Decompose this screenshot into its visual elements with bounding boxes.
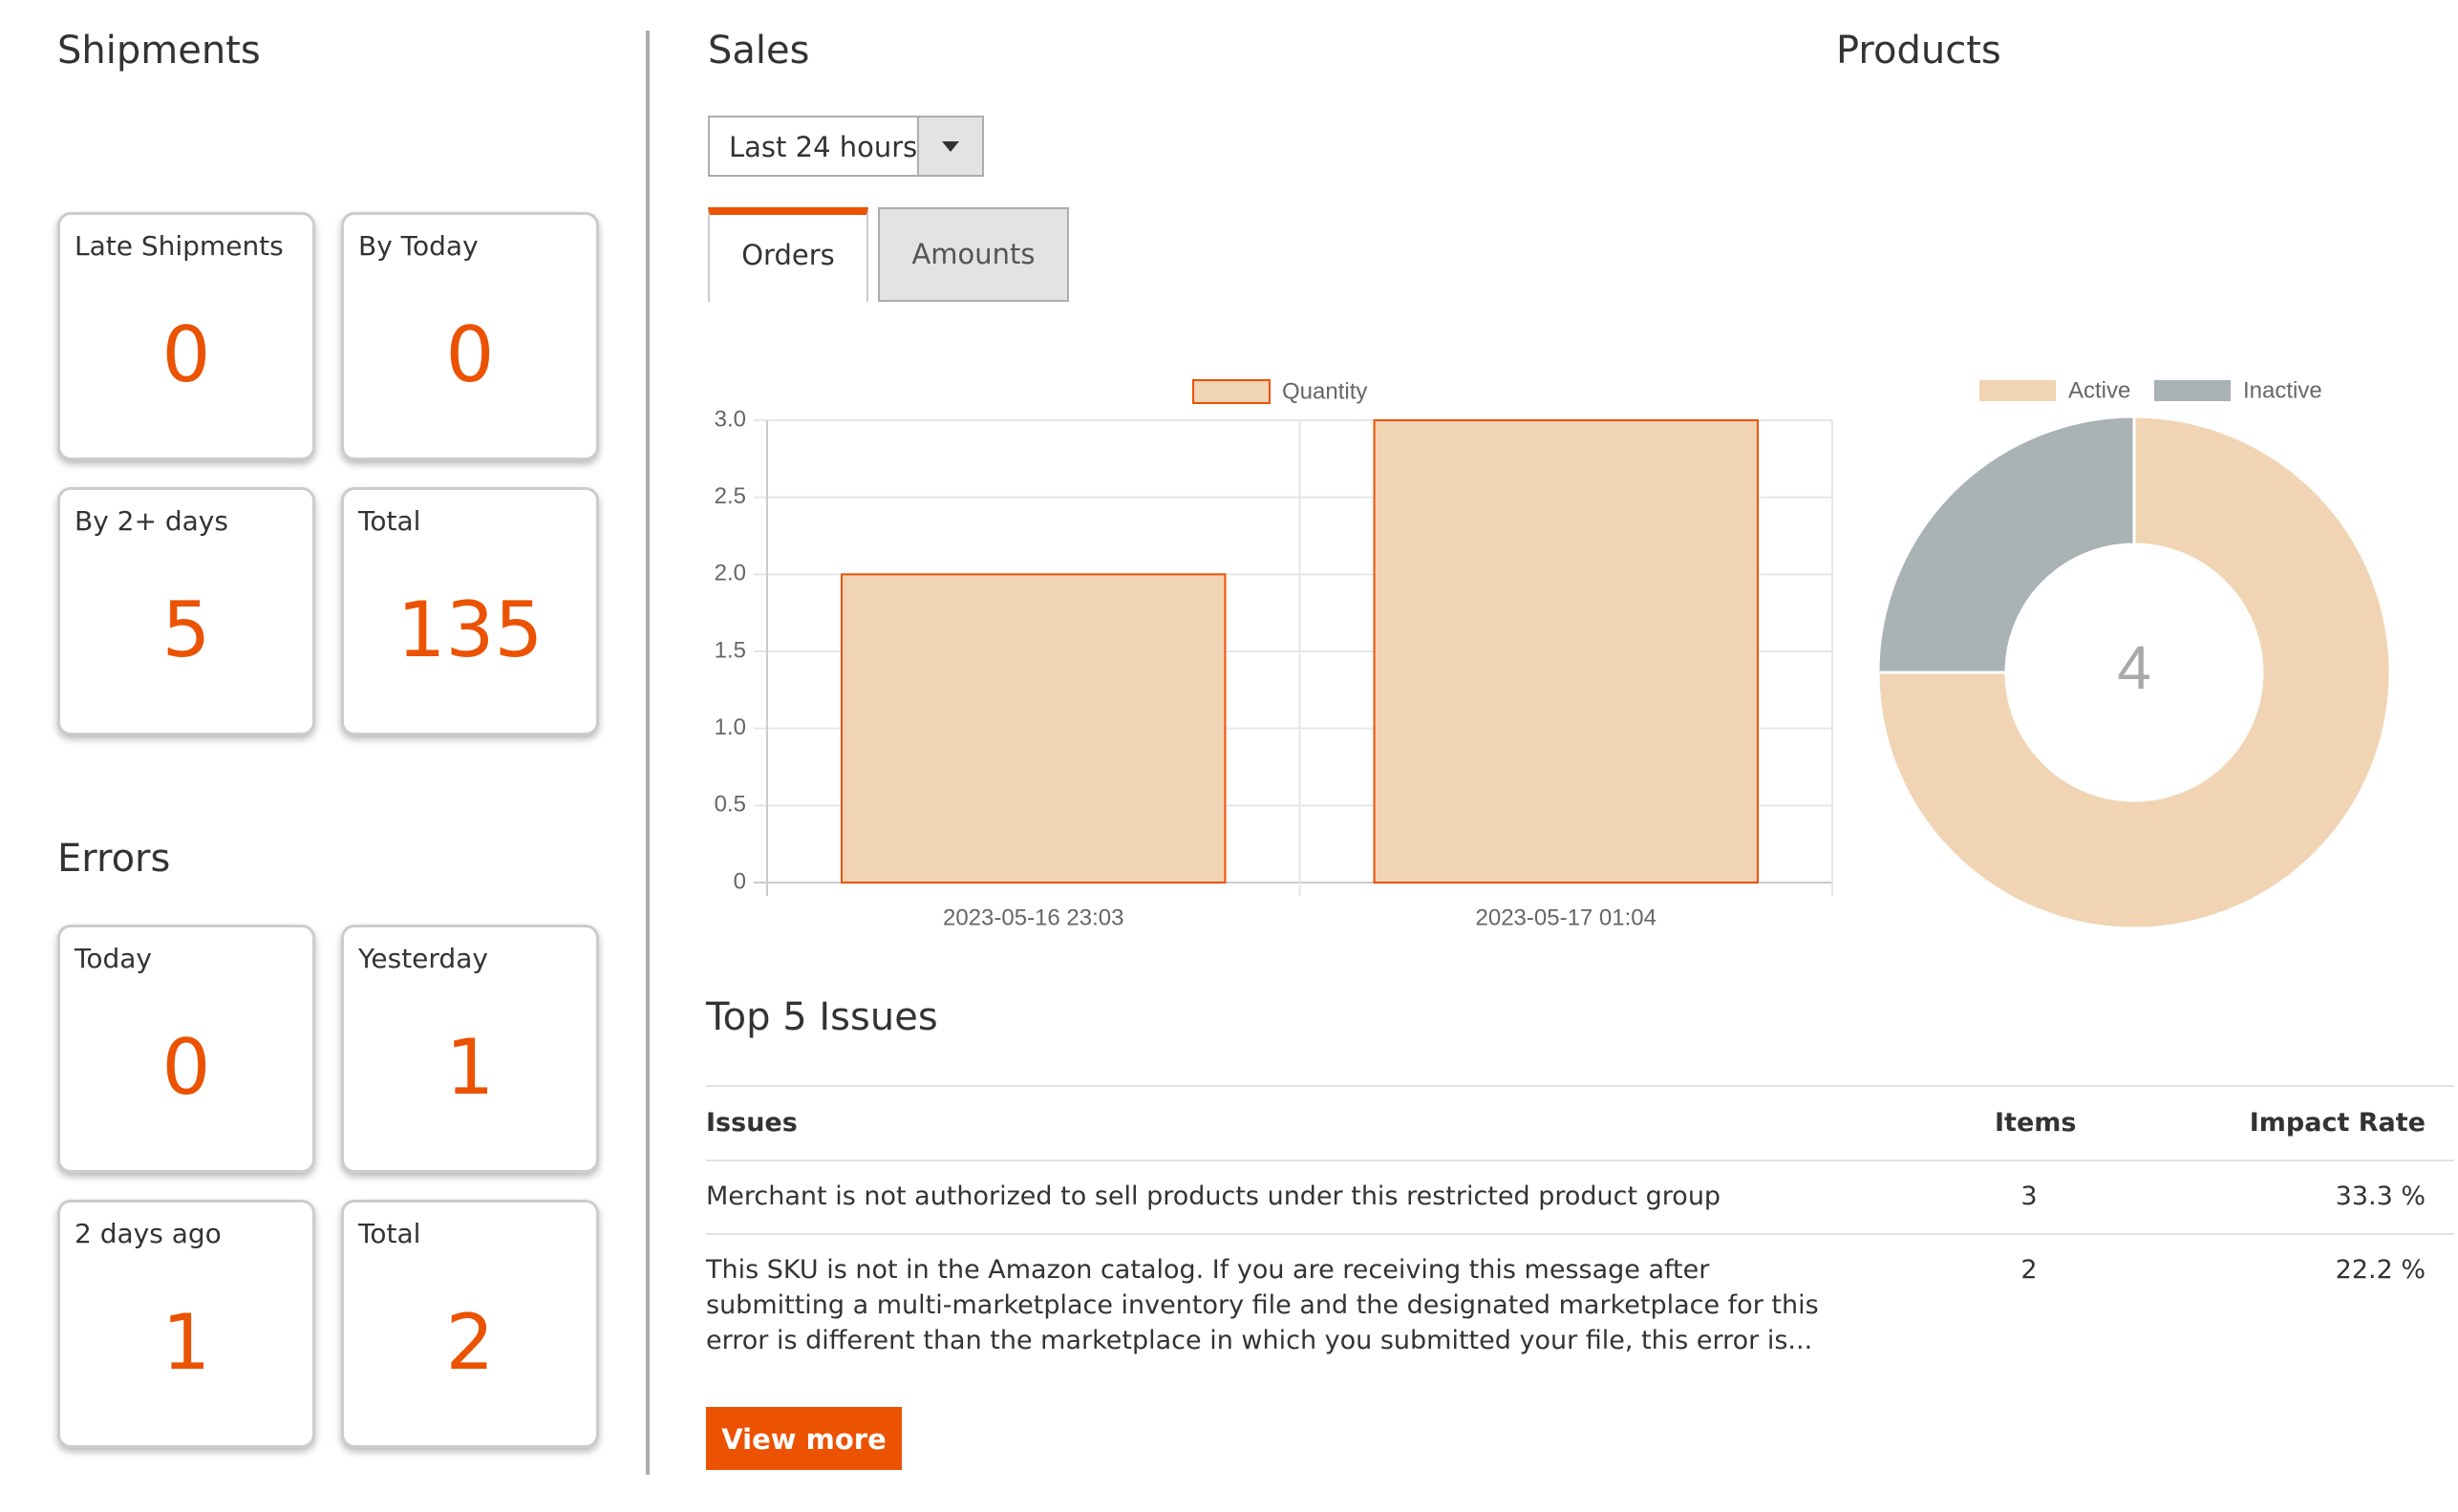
tile-label: Yesterday [358,943,488,974]
tile-label: 2 days ago [75,1218,222,1249]
period-select-toggle[interactable] [917,117,982,175]
tab-amounts[interactable]: Amounts [878,207,1069,302]
y-tick-label: 3.0 [715,406,746,432]
table-top-rule [706,1085,2454,1087]
period-select[interactable]: Last 24 hours [708,116,984,177]
shipments-total-tile[interactable]: Total 135 [341,487,599,735]
column-header-issues: Issues [706,1108,798,1138]
bar-chart-bars [841,419,1759,884]
tile-value: 5 [161,586,211,674]
by-2-days-tile[interactable]: By 2+ days 5 [57,487,315,735]
donut-center-label: 4 [2117,633,2151,702]
late-shipments-tile[interactable]: Late Shipments 0 [57,212,315,460]
errors-yesterday-tile[interactable]: Yesterday 1 [341,925,599,1173]
bar-1 [841,573,1227,884]
legend-swatch-inactive [2154,380,2231,401]
period-select-value: Last 24 hours [729,131,918,163]
issue-text: Merchant is not authorized to sell produ… [706,1182,1721,1211]
products-donut-chart: Active Inactive 4 [1876,377,2392,930]
orders-bar-chart: 00.51.01.52.02.53.0 2023-05-16 23:03 2023… [715,378,1833,930]
y-tick-label: 1.0 [715,714,746,740]
tile-value: 0 [445,310,495,399]
x-tick-label: 2023-05-16 23:03 [943,905,1124,930]
tile-label: By 2+ days [75,505,228,537]
tile-label: Today [75,943,152,974]
tile-label: Total [358,505,421,537]
donut-legend: Active Inactive [1979,377,2322,403]
issue-items: 3 [2020,1182,2038,1211]
tile-value: 0 [161,310,211,399]
issue-impact-rate: 33.3 % [2335,1182,2426,1211]
donut-slice-inactive [1876,415,2136,674]
errors-today-tile[interactable]: Today 0 [57,925,315,1173]
top-issues-title: Top 5 Issues [706,995,938,1039]
legend-label-quantity: Quantity [1282,378,1367,404]
y-tick-label: 0 [734,868,746,894]
y-tick-label: 2.0 [715,561,746,586]
table-row-rule [706,1233,2454,1235]
bar-chart-legend: Quantity [1192,378,1367,404]
bar-2 [1373,419,1759,884]
bar-chart-y-ticks: 0 0.5 1.0 1.5 2.0 2.5 3.0 [715,406,746,894]
tile-value: 0 [161,1023,211,1112]
x-tick-label: 2023-05-17 01:04 [1476,905,1657,930]
shipments-title: Shipments [57,29,261,73]
legend-label-active: Active [2068,377,2130,403]
column-divider [646,31,650,1475]
tile-value: 2 [445,1298,495,1387]
by-today-tile[interactable]: By Today 0 [341,212,599,460]
tile-label: Late Shipments [75,230,284,262]
y-tick-label: 2.5 [715,483,746,509]
y-tick-label: 0.5 [715,792,746,818]
view-more-button[interactable]: View more [706,1407,902,1470]
errors-title: Errors [57,837,171,881]
table-header-rule [706,1160,2454,1161]
donut-slice-active [1876,415,2392,930]
tile-label: Total [358,1218,421,1249]
bar-chart-x-ticks: 2023-05-16 23:03 2023-05-17 01:04 [943,905,1656,930]
issue-impact-rate: 22.2 % [2335,1255,2426,1285]
tab-orders[interactable]: Orders [708,207,868,302]
errors-2-days-ago-tile[interactable]: 2 days ago 1 [57,1200,315,1448]
tile-label: By Today [358,230,479,262]
donut-slices [1876,415,2392,930]
legend-swatch-quantity [1192,379,1271,404]
issue-items: 2 [2020,1255,2038,1285]
errors-total-tile[interactable]: Total 2 [341,1200,599,1448]
legend-swatch-active [1979,380,2056,401]
column-header-impact-rate: Impact Rate [2249,1108,2426,1138]
y-tick-label: 1.5 [715,637,746,663]
caret-down-icon [942,141,959,152]
legend-label-inactive: Inactive [2243,377,2322,403]
sales-title: Sales [708,29,810,73]
tile-value: 135 [396,586,544,674]
column-header-items: Items [1995,1108,2077,1138]
issue-text: This SKU is not in the Amazon catalog. I… [706,1255,1819,1355]
tile-value: 1 [161,1298,211,1387]
tile-value: 1 [445,1023,495,1112]
products-title: Products [1836,29,2001,73]
